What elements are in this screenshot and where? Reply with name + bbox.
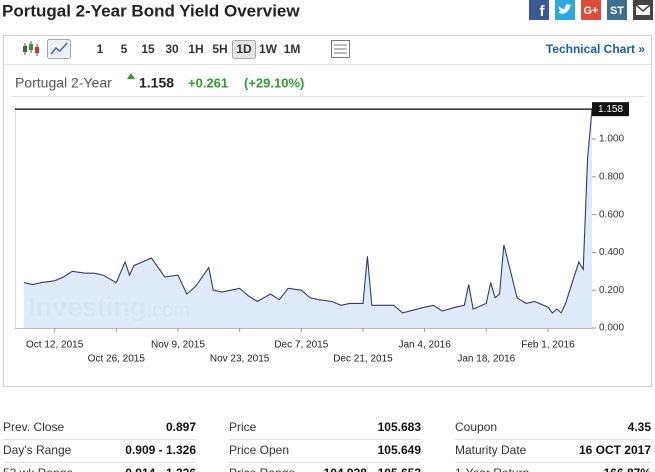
field-value: 104.938 - 105.652 — [324, 466, 422, 472]
field-value: 0.914 - 1.326 — [125, 466, 196, 472]
price-change: +0.261 — [188, 75, 228, 90]
last-price-tag-label: 1.158 — [598, 104, 623, 115]
interval-selected — [232, 40, 256, 59]
gplus-icon[interactable] — [581, 0, 601, 20]
interval-button[interactable]: 1 — [97, 42, 104, 56]
interval-button[interactable]: 1W — [259, 42, 278, 56]
interval-button[interactable]: 5 — [121, 42, 128, 56]
mail-flap — [635, 4, 651, 12]
x-tick-label: Nov 9, 2015 — [151, 340, 205, 351]
y-tick-label: 0.600 — [599, 209, 624, 220]
price-line — [23, 109, 593, 314]
y-tick-label: 1.000 — [599, 134, 624, 145]
line-chart-button[interactable] — [47, 39, 71, 59]
last-price-tag — [592, 102, 629, 117]
area-fill — [23, 109, 593, 328]
twitter-bird — [558, 4, 572, 14]
chart-frame — [3, 35, 652, 387]
x-tick-label: Dec 7, 2015 — [274, 340, 328, 351]
field-value: 105.683 — [378, 420, 422, 434]
y-tick-label: 0.200 — [599, 285, 624, 296]
field-value: 166.87% — [604, 466, 652, 472]
field-label: Price Open — [229, 443, 289, 457]
instrument-name: Portugal 2-Year — [15, 75, 112, 91]
last-price: 1.158 — [139, 75, 174, 91]
facebook-icon[interactable] — [529, 0, 549, 20]
facebook-glyph: f — [540, 3, 546, 20]
up-arrow — [127, 73, 135, 79]
y-tick-label: 0.800 — [599, 171, 624, 182]
y-tick-label: 0.400 — [599, 247, 624, 258]
candle-icon[interactable] — [23, 41, 39, 56]
field-label: Price — [229, 420, 257, 434]
y-tick-label: 0.000 — [599, 323, 624, 334]
field-label: 1-Year Return — [455, 466, 529, 472]
field-label: 52 wk Range — [3, 466, 73, 472]
interval-button[interactable]: 1M — [284, 42, 301, 56]
price-change-pct: (+29.10%) — [244, 75, 304, 90]
st-icon[interactable] — [607, 0, 627, 20]
x-tick-label: Nov 23, 2015 — [210, 354, 270, 365]
technical-chart-link[interactable]: Technical Chart » — [546, 42, 645, 56]
x-tick-label: Oct 12, 2015 — [26, 340, 84, 351]
x-tick-label: Dec 21, 2015 — [333, 354, 393, 365]
field-value: 16 OCT 2017 — [579, 443, 651, 457]
field-value: 0.897 — [166, 420, 196, 434]
field-label: Prev. Close — [3, 420, 64, 434]
interval-button[interactable]: 30 — [165, 42, 179, 56]
interval-button[interactable]: 1H — [188, 42, 203, 56]
page-title: Portugal 2-Year Bond Yield Overview — [2, 1, 300, 20]
interval-button[interactable]: 5H — [212, 42, 227, 56]
line-icon — [50, 42, 68, 55]
interval-button[interactable]: 15 — [141, 42, 155, 56]
x-tick-label: Jan 18, 2016 — [457, 354, 515, 365]
gplus-label: G+ — [584, 5, 599, 17]
field-value: 4.35 — [628, 420, 652, 434]
x-tick-label: Jan 4, 2016 — [398, 340, 451, 351]
mail-envelope — [636, 5, 650, 15]
field-label: Coupon — [455, 420, 497, 434]
field-value: 0.909 - 1.326 — [125, 443, 196, 457]
x-tick-label: Oct 26, 2015 — [88, 354, 146, 365]
interval-button[interactable]: 1D — [236, 42, 252, 56]
field-label: Day's Range — [3, 443, 72, 457]
field-value: 105.649 — [378, 443, 422, 457]
st-label: ST — [610, 5, 624, 17]
x-tick-label: Feb 1, 2016 — [521, 340, 575, 351]
field-label: Maturity Date — [455, 443, 527, 457]
field-label: Price Range — [229, 466, 295, 472]
